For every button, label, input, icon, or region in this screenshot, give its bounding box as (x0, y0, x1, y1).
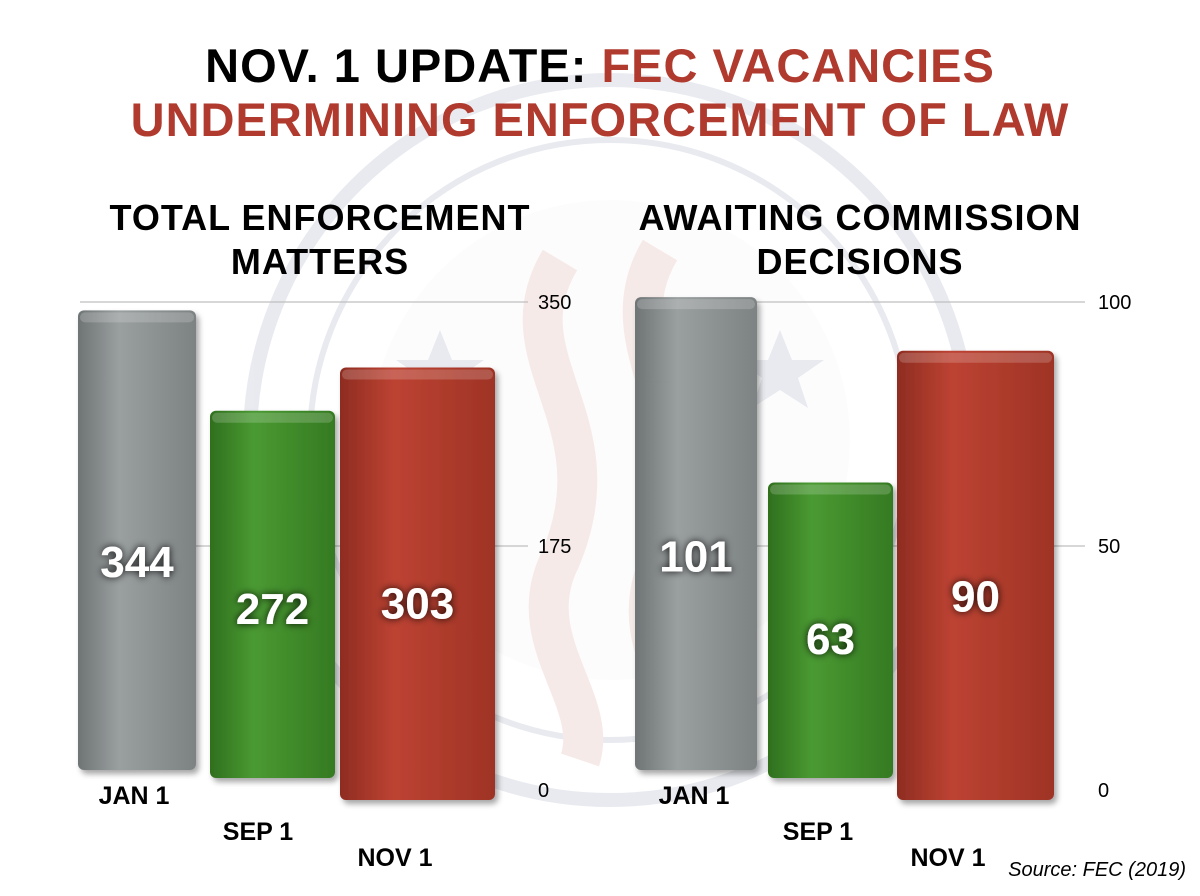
right-bar-highlight (899, 352, 1052, 363)
left-category-label: NOV 1 (357, 844, 432, 872)
right-bar-highlight (770, 484, 891, 495)
right-category-label: NOV 1 (910, 844, 985, 872)
left-chart-title-line-2: MATTERS (230, 241, 410, 282)
right-bar-nov-1 (897, 350, 1054, 800)
right-bar-rect (897, 350, 1054, 800)
right-y-tick-label: 0 (1098, 780, 1109, 802)
left-category-label: JAN 1 (99, 782, 170, 810)
left-bar-nov-1 (340, 367, 495, 800)
right-bar-highlight (637, 299, 755, 310)
left-bar-jan-1 (78, 310, 196, 770)
right-category-label: JAN 1 (659, 782, 730, 810)
left-bar-rect (78, 310, 196, 770)
left-bar-highlight (212, 412, 333, 423)
right-chart-title-line-2: DECISIONS (756, 241, 964, 282)
right-bar-rect (768, 482, 893, 778)
left-y-tick-label: 175 (538, 536, 571, 558)
left-chart-title-line-1: TOTAL ENFORCEMENT (109, 197, 531, 238)
right-y-tick-label: 100 (1098, 292, 1131, 314)
left-bar-rect (210, 410, 335, 778)
right-data-label: 63 (806, 615, 855, 664)
left-data-label: 272 (236, 585, 309, 634)
left-bar-rect (340, 367, 495, 800)
left-data-label: 303 (381, 579, 454, 628)
source-note: Source: FEC (2019) (1008, 859, 1186, 881)
title-prefix: NOV. 1 UPDATE: (205, 39, 602, 92)
right-y-tick-label: 50 (1098, 536, 1120, 558)
right-chart-title-line-1: AWAITING COMMISSION (638, 197, 1082, 238)
right-bar-rect (635, 297, 757, 770)
right-data-label: 101 (659, 532, 732, 581)
right-category-label: SEP 1 (783, 818, 854, 846)
left-category-label: SEP 1 (223, 818, 294, 846)
right-chart-title: AWAITING COMMISSION DECISIONS (600, 196, 1120, 284)
left-bar-highlight (342, 369, 493, 380)
title-accent: FEC VACANCIES (601, 39, 995, 92)
page-title-line-2: UNDERMINING ENFORCEMENT OF LAW (130, 93, 1070, 146)
page-title-line-1: NOV. 1 UPDATE: FEC VACANCIES (0, 38, 1200, 93)
right-bar-sep-1 (768, 482, 893, 778)
left-y-tick-label: 350 (538, 292, 571, 314)
left-y-tick-label: 0 (538, 780, 549, 802)
right-bar-jan-1 (635, 297, 757, 770)
left-data-label: 344 (100, 538, 174, 587)
right-data-label: 90 (951, 572, 1000, 621)
left-chart-title: TOTAL ENFORCEMENT MATTERS (60, 196, 580, 284)
left-bar-highlight (80, 312, 194, 323)
left-bar-sep-1 (210, 410, 335, 778)
